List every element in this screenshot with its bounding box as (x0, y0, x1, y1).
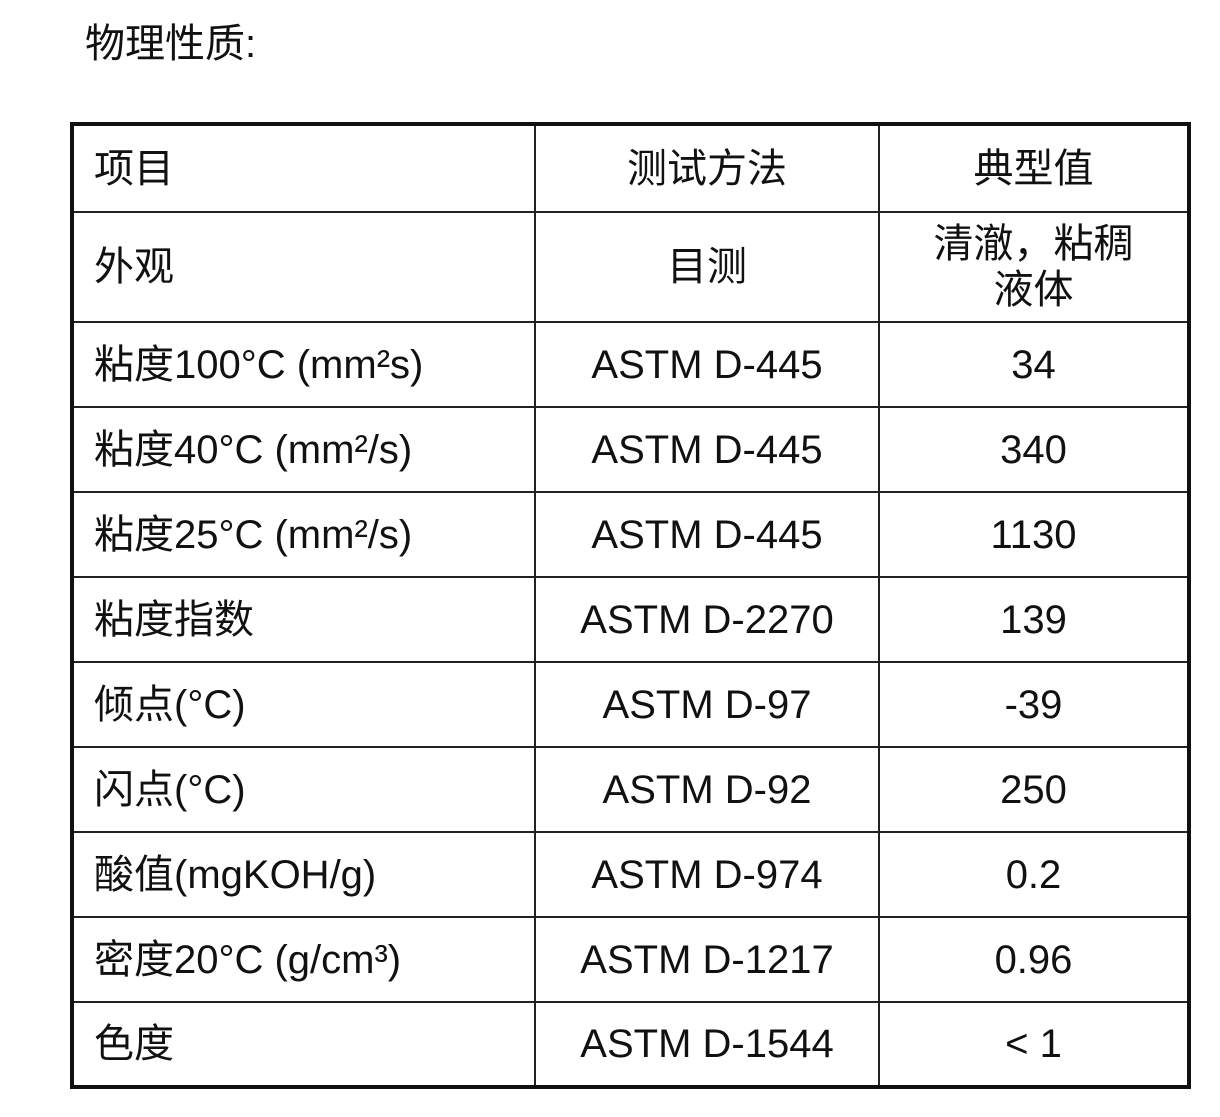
cell-text wrap: 34 (1011, 342, 1056, 387)
cell-text wrap: 0.96 (994, 937, 1073, 982)
properties-table: 项目 测试方法 典型值外观 目测 清澈，粘稠液体粘度100°C (mm²s) ASTM D… (70, 122, 1191, 1089)
table-cell: 粘度40°C (mm²/s) (71, 406, 536, 493)
cell-text: 色度 (94, 1022, 174, 1066)
table-cell: 目测 (534, 211, 880, 323)
cell-text: 粘度指数 (94, 597, 254, 642)
table-cell: ASTM D-1544 (534, 1001, 880, 1088)
table-cell: ASTM D-445 (534, 321, 880, 408)
table-cell: 倾点(°C) (71, 661, 536, 748)
table-cell: 0.96 (878, 916, 1190, 1003)
table-cell: ASTM D-92 (534, 746, 880, 833)
cell-text: ASTM D-445 (591, 342, 823, 387)
cell-text: 目测 (667, 245, 747, 289)
table-cell: 139 (878, 576, 1190, 663)
cell-text: 粘度40°C (mm²/s) (94, 427, 413, 472)
table-cell: 1130 (878, 491, 1190, 578)
table-cell: -39 (878, 661, 1190, 748)
table-cell: 项目 (71, 123, 536, 213)
cell-text: 粘度25°C (mm²/s) (94, 512, 413, 557)
table-cell: 典型值 (878, 123, 1190, 213)
cell-text: ASTM D-92 (602, 767, 812, 812)
cell-text: 测试方法 (627, 146, 787, 191)
table-cell: 外观 (71, 211, 536, 323)
table-row: 酸值(mgKOH/g) ASTM D-974 0.2 (71, 831, 1190, 918)
cell-text wrap: 典型值 (973, 146, 1094, 191)
table-cell: ASTM D-445 (534, 491, 880, 578)
table-cell: ASTM D-445 (534, 406, 880, 493)
cell-text: ASTM D-445 (591, 427, 823, 472)
cell-text wrap: < 1 (1005, 1022, 1062, 1066)
cell-text: 倾点(°C) (94, 682, 246, 727)
cell-text wrap: 250 (1000, 767, 1067, 812)
cell-text wrap: 139 (1000, 597, 1067, 642)
table-row: 项目 测试方法 典型值 (71, 123, 1190, 213)
table-cell: ASTM D-1217 (534, 916, 880, 1003)
cell-text wrap: -39 (1004, 682, 1063, 727)
table-cell: 粘度25°C (mm²/s) (71, 491, 536, 578)
cell-text wrap: 340 (1000, 427, 1067, 472)
table-cell: ASTM D-97 (534, 661, 880, 748)
table-cell: 0.2 (878, 831, 1190, 918)
table-row: 密度20°C (g/cm³) ASTM D-1217 0.96 (71, 916, 1190, 1003)
table-cell: 色度 (71, 1001, 536, 1088)
cell-text: 粘度100°C (mm²s) (94, 342, 424, 387)
table-row: 粘度25°C (mm²/s) ASTM D-445 1130 (71, 491, 1190, 578)
table-row: 粘度40°C (mm²/s) ASTM D-445 340 (71, 406, 1190, 493)
table-cell: 清澈，粘稠液体 (878, 211, 1190, 323)
cell-text: ASTM D-445 (591, 512, 823, 557)
table-row: 色度 ASTM D-1544 < 1 (71, 1001, 1190, 1088)
section-title: 物理性质: (85, 22, 257, 66)
cell-text: 闪点(°C) (94, 767, 246, 812)
table-cell: 测试方法 (534, 123, 880, 213)
table-cell: ASTM D-974 (534, 831, 880, 918)
cell-text: 酸值(mgKOH/g) (94, 852, 377, 897)
cell-text: 密度20°C (g/cm³) (94, 937, 402, 982)
table-cell: ASTM D-2270 (534, 576, 880, 663)
cell-text wrap: 清澈，粘稠液体 (933, 222, 1134, 312)
table-row: 粘度100°C (mm²s) ASTM D-445 34 (71, 321, 1190, 408)
cell-text: ASTM D-97 (602, 682, 812, 727)
cell-text wrap: 1130 (990, 512, 1077, 557)
cell-text: 项目 (94, 146, 174, 191)
table-cell: < 1 (878, 1001, 1190, 1088)
table-row: 闪点(°C) ASTM D-92 250 (71, 746, 1190, 833)
cell-text: ASTM D-974 (591, 852, 823, 897)
table-cell: 34 (878, 321, 1190, 408)
cell-text: ASTM D-2270 (580, 597, 834, 642)
table-row: 倾点(°C) ASTM D-97 -39 (71, 661, 1190, 748)
table-row: 外观 目测 清澈，粘稠液体 (71, 211, 1190, 323)
table-cell: 酸值(mgKOH/g) (71, 831, 536, 918)
table-cell: 闪点(°C) (71, 746, 536, 833)
table-cell: 340 (878, 406, 1190, 493)
table-cell: 粘度指数 (71, 576, 536, 663)
table-cell: 粘度100°C (mm²s) (71, 321, 536, 408)
table-cell: 250 (878, 746, 1190, 833)
cell-text: ASTM D-1544 (580, 1022, 834, 1066)
table-row: 粘度指数 ASTM D-2270 139 (71, 576, 1190, 663)
table-cell: 密度20°C (g/cm³) (71, 916, 536, 1003)
cell-text: 外观 (94, 245, 174, 289)
cell-text wrap: 0.2 (1005, 852, 1062, 897)
cell-text: ASTM D-1217 (580, 937, 834, 982)
